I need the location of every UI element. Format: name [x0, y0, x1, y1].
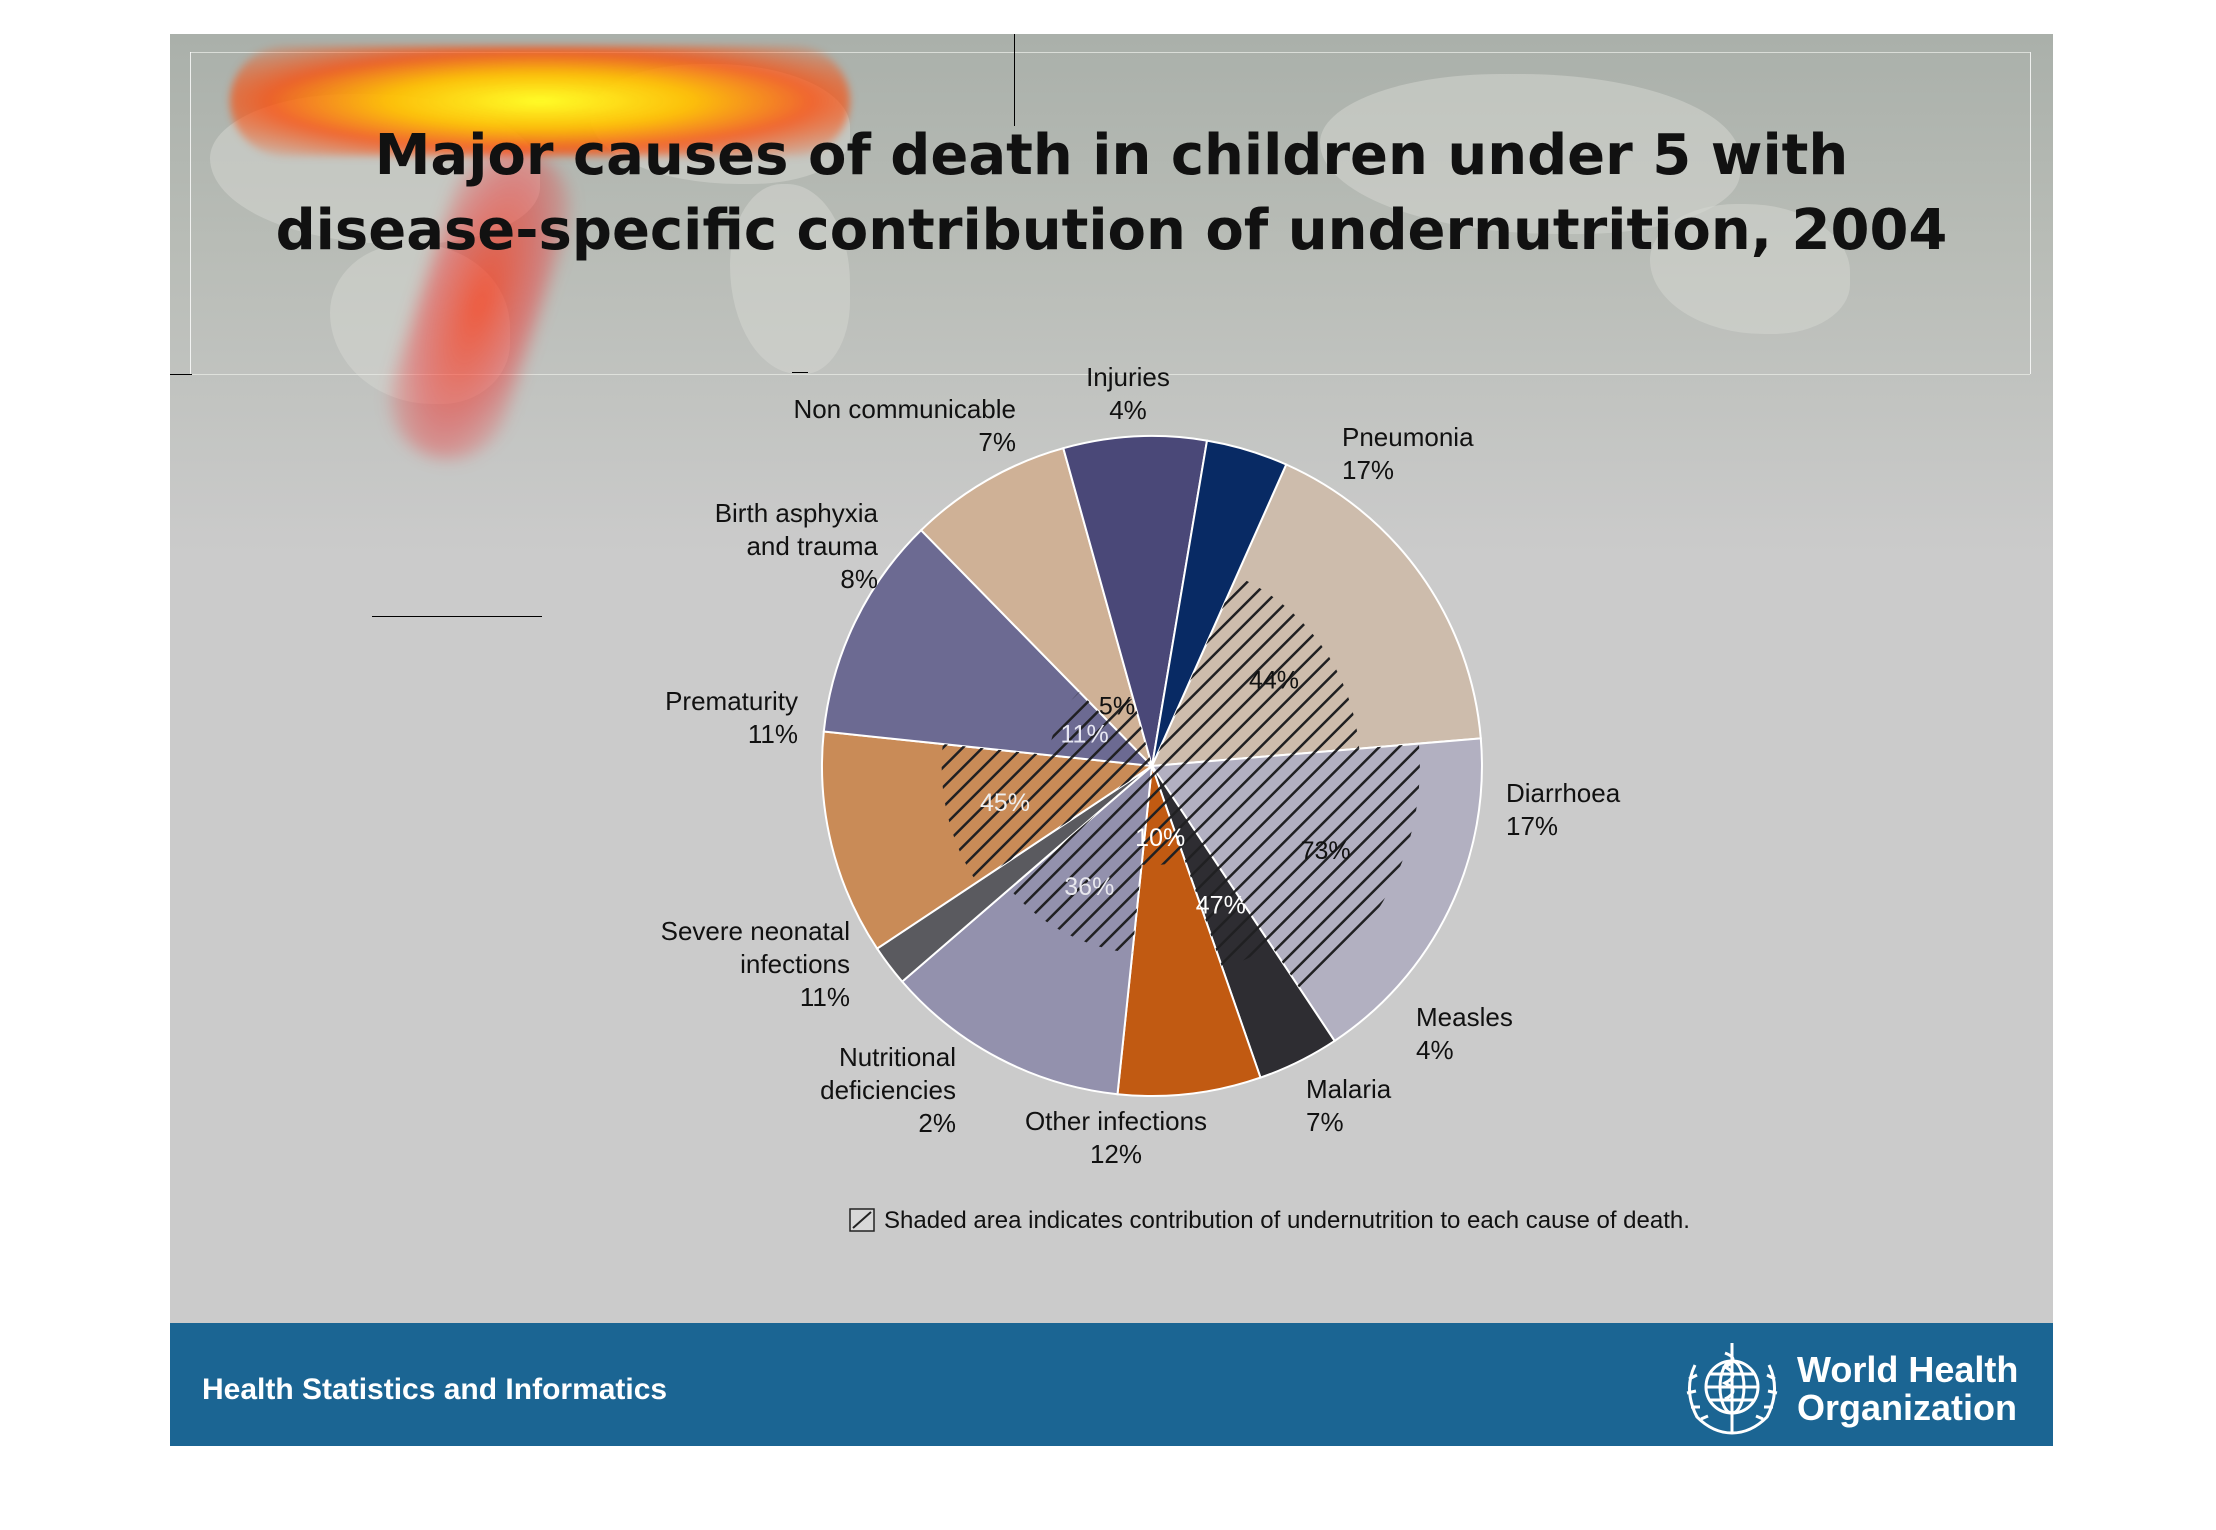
slice-label-injuries: Injuries [1086, 362, 1170, 392]
hatch-legend-stroke [852, 1211, 872, 1229]
slice-percent-other-infections: 12% [1090, 1139, 1142, 1169]
undernutrition-hatch-diarrhoea [1152, 743, 1420, 990]
undernutrition-hatch-malaria [1141, 766, 1185, 866]
slice-percent-non-communicable: 7% [978, 427, 1016, 457]
highlight-glow [230, 46, 850, 156]
undernutrition-label-pneumonia: 44% [1249, 666, 1299, 694]
slice-label-other-infections: Other infections [1025, 1106, 1207, 1136]
slice-percent-measles: 4% [1416, 1035, 1454, 1065]
undernutrition-hatch-severe-neonatal-infections [941, 744, 1152, 883]
footer-bar: Health Statistics and Informatics World … [170, 1323, 2053, 1446]
undernutrition-hatch-prematurity [1048, 691, 1152, 766]
slice-percent-severe-neonatal-infections: 11% [800, 982, 850, 1012]
slide: Major causes of death in children under … [170, 34, 2053, 1446]
slice-label-nutritional-deficiencies: Nutritional [839, 1042, 956, 1072]
footer-department: Health Statistics and Informatics [202, 1373, 668, 1406]
slice-percent-prematurity: 11% [748, 719, 798, 749]
slice-label-malaria: Malaria [1306, 1074, 1392, 1104]
who-wordmark-line-2: Organization [1797, 1387, 2018, 1428]
undernutrition-label-prematurity: 11% [1061, 720, 1109, 748]
undernutrition-label-other-infections: 36% [1064, 873, 1114, 901]
line-artifact [372, 616, 542, 617]
hatch-legend-note: Shaded area indicates contribution of un… [884, 1207, 1690, 1234]
pie-slice-injuries [1151, 439, 1288, 767]
undernutrition-label-diarrhoea: 73% [1301, 837, 1351, 865]
who-wordmark-line-1: World Health [1797, 1349, 2019, 1390]
slice-label-non-communicable: Non communicable [793, 394, 1016, 424]
undernutrition-hatch-other-infections [1009, 766, 1152, 954]
slice-label-pneumonia: Pneumonia [1342, 422, 1474, 452]
pie-slice-non-communicable [1062, 435, 1209, 767]
undernutrition-hatch-measles [1152, 766, 1271, 969]
pie-slice-birth-asphyxia-and-trauma [919, 446, 1153, 767]
slice-percent-diarrhoea: 17% [1506, 811, 1558, 841]
slice-label-severe-neonatal-infections: infections [740, 949, 850, 979]
undernutrition-hatch-birth-asphyxia-and-trauma [1103, 698, 1152, 766]
pie-chart: 44%Pneumonia17%73%Diarrhoea17%47%Measles… [661, 362, 1690, 1234]
slice-label-birth-asphyxia-and-trauma: and trauma [746, 531, 878, 561]
slice-percent-birth-asphyxia-and-trauma: 8% [840, 564, 878, 594]
undernutrition-label-malaria: 10% [1135, 824, 1185, 852]
undernutrition-label-birth-asphyxia-and-trauma: 5% [1099, 692, 1135, 720]
slice-label-measles: Measles [1416, 1002, 1513, 1032]
undernutrition-label-measles: 47% [1196, 892, 1246, 920]
who-wordmark: World Health Organization [1797, 1351, 2018, 1427]
slice-label-birth-asphyxia-and-trauma: Birth asphyxia [715, 498, 879, 528]
slice-percent-pneumonia: 17% [1342, 455, 1394, 485]
slice-label-prematurity: Prematurity [665, 686, 798, 716]
slide-title: Major causes of death in children under … [170, 118, 2053, 268]
title-line-1: Major causes of death in children under … [374, 123, 1849, 188]
undernutrition-hatch-pneumonia [1152, 576, 1360, 766]
line-artifact [792, 372, 808, 373]
slice-label-nutritional-deficiencies: deficiencies [820, 1075, 956, 1105]
line-artifact [170, 374, 192, 375]
slice-percent-injuries: 4% [1109, 395, 1147, 425]
who-emblem-icon [1686, 1343, 1778, 1435]
slice-label-severe-neonatal-infections: Severe neonatal [661, 916, 850, 946]
title-line-2: disease-specific contribution of undernu… [275, 198, 1948, 263]
slice-percent-malaria: 7% [1306, 1107, 1344, 1137]
slice-percent-nutritional-deficiencies: 2% [918, 1108, 956, 1138]
undernutrition-label-severe-neonatal-infections: 45% [980, 789, 1030, 817]
line-artifact [1014, 34, 1015, 126]
slice-label-diarrhoea: Diarrhoea [1506, 778, 1621, 808]
